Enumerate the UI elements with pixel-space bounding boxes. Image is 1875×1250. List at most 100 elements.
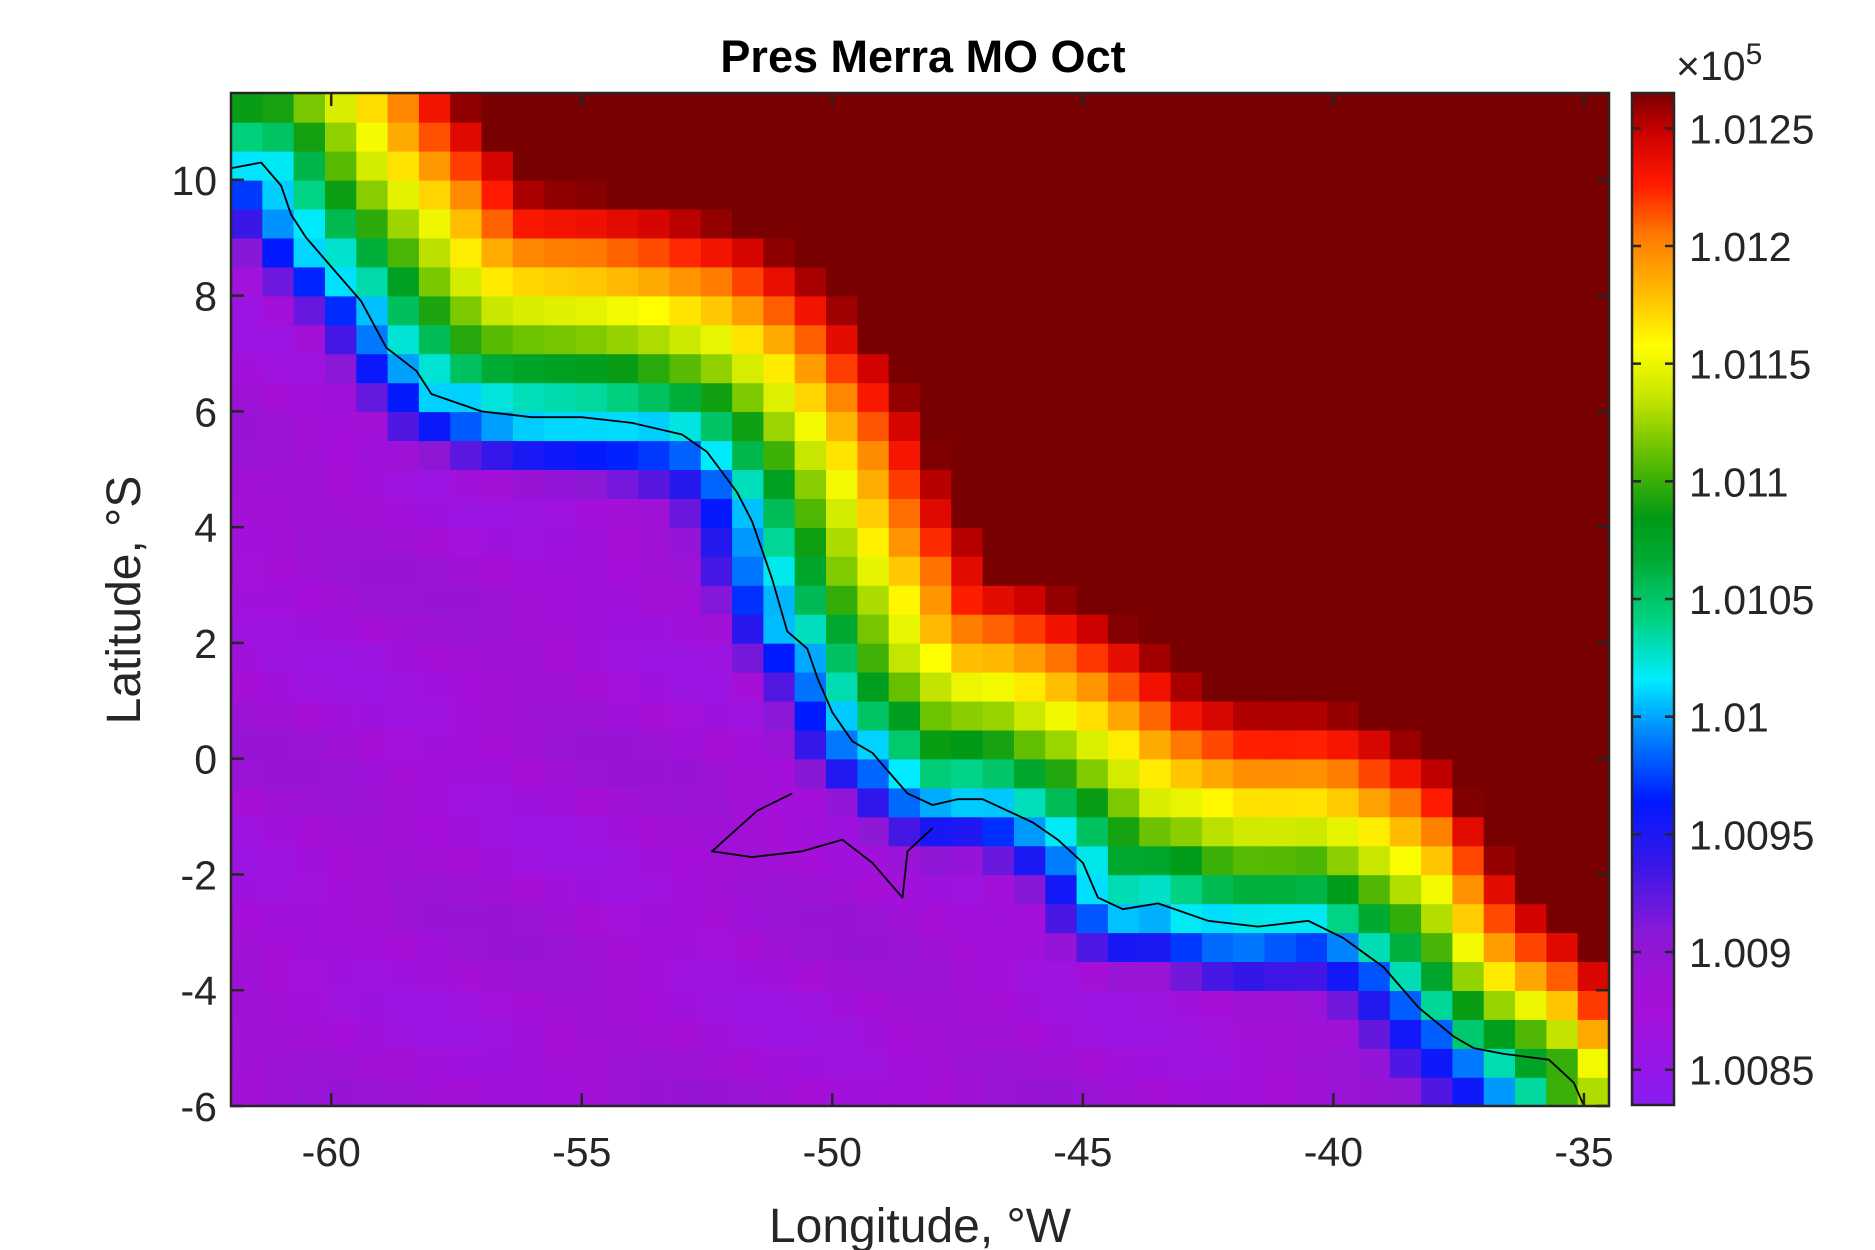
heatmap-cell (544, 729, 577, 760)
heatmap-cell (325, 642, 358, 673)
heatmap-cell (544, 150, 577, 181)
heatmap-cell (231, 816, 264, 847)
heatmap-cell (1546, 758, 1579, 789)
heatmap-cell (1389, 932, 1422, 962)
heatmap-cell (606, 208, 639, 239)
heatmap-cell (1264, 729, 1297, 760)
colorbar-tick-label: 1.0105 (1689, 577, 1814, 623)
heatmap-cell (763, 208, 796, 239)
heatmap-cell (1233, 1048, 1266, 1078)
heatmap-cell (450, 1019, 483, 1049)
heatmap-cell (1045, 990, 1078, 1020)
heatmap-cell (638, 700, 671, 731)
heatmap-cell (1421, 266, 1454, 297)
heatmap-cell (606, 816, 639, 847)
heatmap-cell (700, 1019, 733, 1049)
heatmap-cell (700, 324, 733, 355)
heatmap-cell (450, 208, 483, 239)
heatmap-cell (512, 787, 545, 818)
heatmap-cell (763, 237, 796, 268)
heatmap-cell (1076, 556, 1109, 586)
heatmap-cell (1452, 93, 1485, 123)
heatmap-cell (638, 642, 671, 673)
heatmap-cell (951, 440, 984, 470)
heatmap-cell (794, 758, 827, 789)
heatmap-cell (888, 411, 921, 442)
heatmap-cell (1139, 498, 1172, 528)
heatmap-cell (857, 121, 890, 152)
heatmap-cell (293, 208, 326, 239)
heatmap-cell (575, 932, 608, 962)
heatmap-cell (418, 671, 451, 702)
heatmap-cell (1295, 642, 1328, 673)
heatmap-cell (826, 440, 859, 470)
heatmap-cell (888, 700, 921, 731)
heatmap-cell (1452, 208, 1485, 239)
heatmap-cell (262, 150, 295, 181)
heatmap-cell (325, 237, 358, 268)
heatmap-cell (450, 93, 483, 123)
heatmap-cell (544, 556, 577, 586)
heatmap-cell (575, 642, 608, 673)
heatmap-cell (293, 266, 326, 297)
heatmap-cell (1264, 324, 1297, 355)
colorbar-tick-label: 1.011 (1689, 459, 1789, 505)
heatmap-cell (356, 353, 389, 384)
heatmap-cell (356, 990, 389, 1020)
heatmap-cell (1546, 845, 1579, 876)
heatmap-cell (1546, 382, 1579, 413)
heatmap-cell (1389, 787, 1422, 818)
heatmap-cell (1264, 440, 1297, 470)
heatmap-cell (1577, 1019, 1610, 1049)
heatmap-cell (1076, 93, 1109, 123)
heatmap-cell (920, 1019, 953, 1049)
heatmap-cell (481, 1077, 514, 1107)
heatmap-cell (231, 1048, 264, 1078)
heatmap-cell (1577, 1048, 1610, 1078)
heatmap-cell (356, 874, 389, 905)
heatmap-cell (606, 874, 639, 905)
heatmap-cell (1546, 729, 1579, 760)
heatmap-cell (1264, 758, 1297, 789)
heatmap-cell (920, 585, 953, 615)
colorbar-multiplier: ×105 (1676, 38, 1762, 89)
heatmap-cell (888, 642, 921, 673)
heatmap-cell (669, 874, 702, 905)
heatmap-cell (1076, 208, 1109, 239)
heatmap-cell (888, 469, 921, 499)
heatmap-cell (1107, 932, 1140, 962)
heatmap-cell (1014, 150, 1047, 181)
heatmap-cell (1389, 440, 1422, 470)
heatmap-cell (512, 469, 545, 499)
heatmap-cell (857, 816, 890, 847)
heatmap-cell (920, 932, 953, 962)
heatmap-cell (1264, 671, 1297, 702)
heatmap-cell (1107, 1077, 1140, 1107)
heatmap-cell (1076, 816, 1109, 847)
heatmap-cell (1483, 845, 1516, 876)
heatmap-cell (763, 787, 796, 818)
heatmap-cell (325, 1048, 358, 1078)
heatmap-cell (231, 324, 264, 355)
heatmap-cell (763, 179, 796, 210)
heatmap-cell (826, 295, 859, 326)
heatmap-cell (1515, 527, 1548, 557)
chart-title: Pres Merra MO Oct (720, 31, 1125, 82)
heatmap-cell (418, 816, 451, 847)
heatmap-cell (1139, 585, 1172, 615)
heatmap-cell (606, 758, 639, 789)
heatmap-cell (794, 585, 827, 615)
heatmap-cell (1358, 556, 1391, 586)
heatmap-cell (1014, 353, 1047, 384)
heatmap-cell (826, 787, 859, 818)
heatmap-cell (262, 700, 295, 731)
heatmap-cell (481, 266, 514, 297)
heatmap-cell (1358, 961, 1391, 991)
heatmap-cell (1452, 1019, 1485, 1049)
heatmap-cell (732, 700, 765, 731)
heatmap-cell (1546, 469, 1579, 499)
heatmap-cell (1139, 961, 1172, 991)
heatmap-cell (951, 353, 984, 384)
heatmap-cell (1452, 469, 1485, 499)
heatmap-cell (544, 121, 577, 152)
